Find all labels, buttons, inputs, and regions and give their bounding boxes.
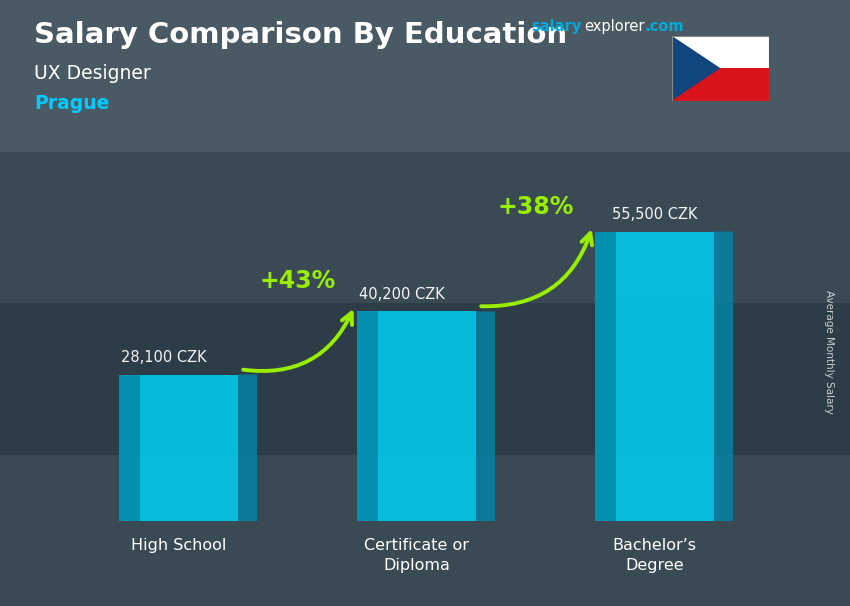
Polygon shape <box>714 231 733 521</box>
Text: Salary Comparison By Education: Salary Comparison By Education <box>34 21 567 49</box>
Text: Average Monthly Salary: Average Monthly Salary <box>824 290 834 413</box>
Bar <box>0 303 850 454</box>
Text: Prague: Prague <box>34 94 110 113</box>
Bar <box>119 375 140 521</box>
Bar <box>357 311 476 521</box>
Text: explorer: explorer <box>584 19 644 35</box>
Text: +43%: +43% <box>259 268 336 293</box>
Text: 55,500 CZK: 55,500 CZK <box>612 207 697 222</box>
Text: salary: salary <box>531 19 581 35</box>
Bar <box>0 454 850 606</box>
Polygon shape <box>476 311 495 521</box>
Text: 28,100 CZK: 28,100 CZK <box>122 350 207 365</box>
Bar <box>0 0 850 152</box>
Text: 40,200 CZK: 40,200 CZK <box>360 287 445 302</box>
Polygon shape <box>672 36 720 101</box>
Text: +38%: +38% <box>497 195 574 219</box>
Bar <box>672 36 769 68</box>
Bar <box>357 311 378 521</box>
Bar <box>0 152 850 303</box>
Text: .com: .com <box>644 19 683 35</box>
Text: UX Designer: UX Designer <box>34 64 150 82</box>
Bar <box>672 68 769 101</box>
Polygon shape <box>238 375 257 521</box>
Bar <box>595 231 616 521</box>
Bar <box>119 375 238 521</box>
Bar <box>595 231 714 521</box>
